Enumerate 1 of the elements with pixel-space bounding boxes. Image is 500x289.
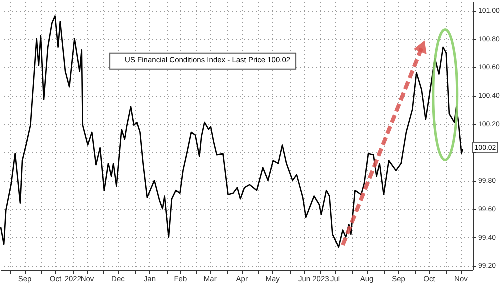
- line-series: [0, 16, 464, 248]
